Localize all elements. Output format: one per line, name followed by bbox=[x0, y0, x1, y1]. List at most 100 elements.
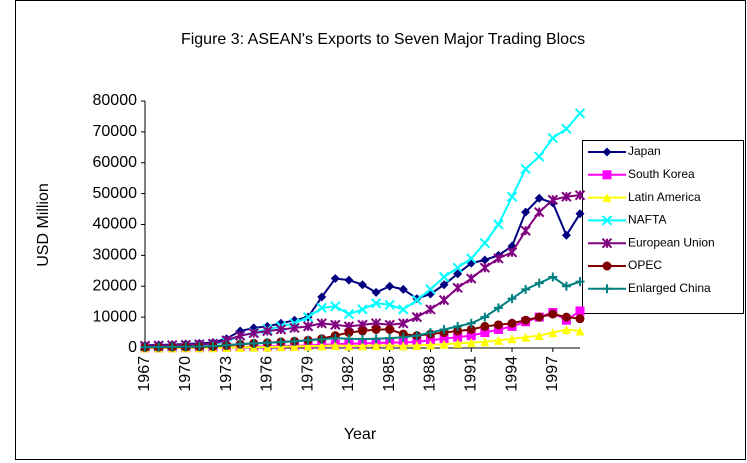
marker bbox=[480, 328, 490, 338]
marker bbox=[330, 341, 340, 351]
marker bbox=[303, 341, 313, 351]
marker bbox=[602, 147, 612, 157]
y-tick-label: 0 bbox=[128, 339, 137, 356]
marker bbox=[493, 324, 503, 334]
x-tick-label: 1994 bbox=[503, 356, 520, 392]
y-tick-label: 20000 bbox=[93, 277, 138, 294]
marker bbox=[438, 271, 450, 283]
marker bbox=[480, 255, 490, 265]
marker bbox=[425, 328, 435, 338]
marker bbox=[534, 312, 544, 322]
marker bbox=[521, 315, 531, 325]
marker bbox=[601, 215, 613, 226]
marker bbox=[385, 281, 395, 291]
marker bbox=[548, 328, 558, 338]
marker bbox=[452, 262, 463, 273]
marker bbox=[330, 333, 340, 343]
x-tick-label: 1982 bbox=[340, 356, 357, 392]
marker bbox=[425, 340, 435, 350]
marker bbox=[398, 284, 408, 294]
y-tick-label: 50000 bbox=[93, 185, 138, 202]
marker bbox=[140, 342, 150, 352]
legend-label: OPEC bbox=[628, 258, 662, 272]
x-tick-label: 1979 bbox=[299, 356, 316, 392]
legend-label: Latin America bbox=[628, 190, 701, 204]
marker bbox=[262, 338, 272, 348]
marker bbox=[289, 322, 300, 334]
marker bbox=[547, 194, 559, 206]
marker bbox=[521, 332, 531, 342]
marker bbox=[398, 332, 408, 342]
marker bbox=[358, 341, 367, 351]
marker bbox=[330, 301, 341, 312]
marker bbox=[534, 331, 544, 341]
marker bbox=[344, 275, 354, 285]
marker bbox=[302, 321, 314, 332]
marker bbox=[411, 294, 423, 306]
marker bbox=[412, 341, 422, 351]
x-axis-label: Year bbox=[344, 426, 377, 443]
marker bbox=[235, 339, 245, 349]
marker bbox=[480, 312, 490, 322]
marker bbox=[371, 287, 381, 297]
marker bbox=[561, 312, 571, 322]
marker bbox=[520, 225, 531, 236]
marker bbox=[534, 193, 544, 203]
marker bbox=[344, 328, 354, 338]
marker bbox=[548, 272, 558, 282]
x-tick-label: 1973 bbox=[218, 356, 235, 392]
marker bbox=[574, 108, 586, 119]
x-tick-label: 1988 bbox=[422, 356, 439, 392]
marker bbox=[344, 334, 354, 344]
marker bbox=[438, 294, 450, 306]
marker bbox=[290, 341, 300, 351]
marker bbox=[480, 321, 490, 331]
x-tick-label: 1985 bbox=[381, 356, 398, 392]
marker bbox=[425, 335, 435, 345]
marker bbox=[561, 123, 572, 134]
marker bbox=[384, 299, 395, 310]
marker bbox=[371, 324, 381, 334]
marker bbox=[344, 341, 354, 351]
marker bbox=[275, 324, 287, 335]
marker bbox=[507, 318, 517, 328]
marker bbox=[575, 277, 585, 287]
marker bbox=[534, 206, 545, 218]
marker bbox=[398, 304, 409, 315]
marker bbox=[358, 326, 367, 336]
marker bbox=[479, 237, 491, 249]
marker bbox=[317, 341, 327, 351]
marker bbox=[248, 327, 259, 339]
marker bbox=[316, 318, 327, 329]
marker bbox=[547, 132, 559, 144]
marker bbox=[574, 189, 586, 201]
marker bbox=[575, 209, 585, 219]
marker bbox=[385, 333, 395, 343]
marker bbox=[370, 298, 382, 309]
marker bbox=[439, 334, 449, 344]
x-tick-label: 1997 bbox=[544, 356, 561, 392]
marker bbox=[479, 262, 491, 273]
marker bbox=[480, 337, 490, 347]
marker bbox=[222, 340, 232, 350]
marker bbox=[466, 337, 476, 347]
marker bbox=[453, 332, 463, 342]
marker bbox=[343, 308, 355, 320]
marker bbox=[601, 237, 613, 249]
marker bbox=[507, 294, 517, 304]
y-tick-label: 70000 bbox=[93, 123, 138, 140]
marker bbox=[466, 253, 477, 264]
marker bbox=[507, 334, 517, 344]
marker bbox=[561, 324, 571, 334]
marker bbox=[534, 278, 544, 288]
y-tick-label: 80000 bbox=[93, 92, 138, 109]
marker bbox=[194, 341, 204, 351]
marker bbox=[411, 311, 423, 323]
marker bbox=[521, 207, 531, 217]
marker bbox=[602, 193, 612, 203]
marker bbox=[290, 336, 300, 346]
marker bbox=[561, 281, 571, 291]
marker bbox=[466, 318, 476, 328]
legend-label: NAFTA bbox=[628, 213, 666, 227]
